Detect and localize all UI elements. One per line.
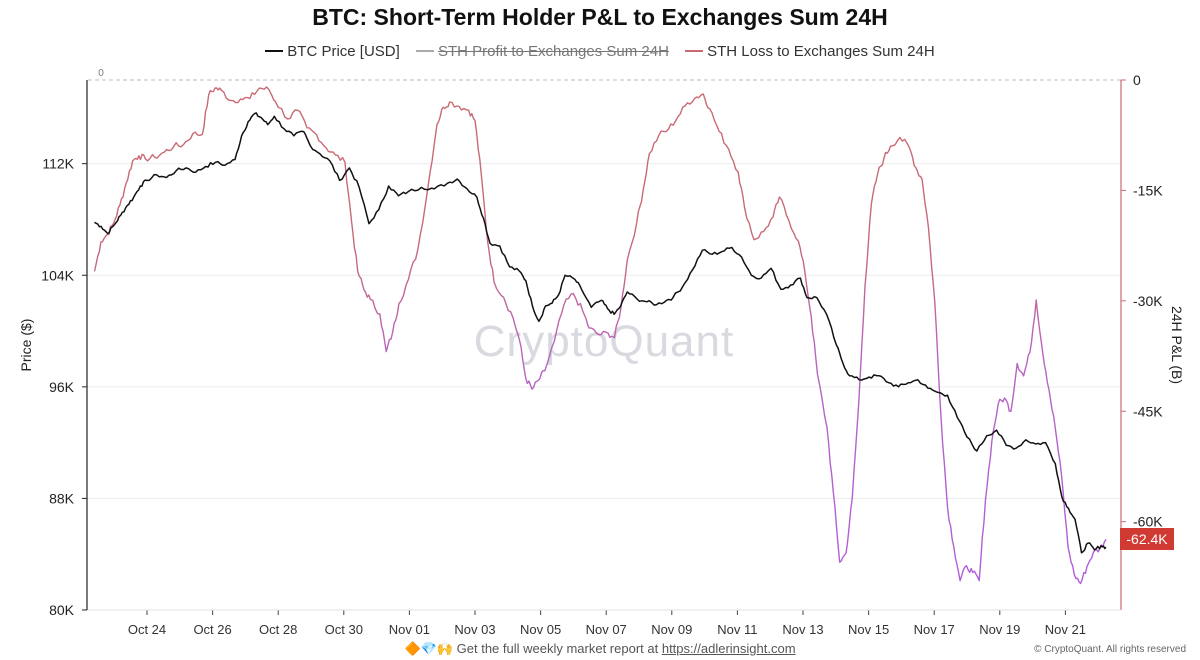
current-value-badge: -62.4K	[1120, 528, 1174, 550]
x-tick-label: Nov 19	[979, 622, 1020, 637]
right-tick-label: -60K	[1133, 514, 1163, 530]
x-tick-label: Nov 15	[848, 622, 889, 637]
left-tick-label: 112K	[42, 156, 74, 172]
x-tick-label: Nov 09	[651, 622, 692, 637]
x-tick-label: Oct 26	[193, 622, 231, 637]
right-axis-title: 24H P&L (B)	[1169, 306, 1185, 384]
grid-lines	[88, 163, 1121, 499]
x-tick-label: Oct 30	[325, 622, 363, 637]
legend-item-sth-loss[interactable]: STH Loss to Exchanges Sum 24H	[685, 43, 935, 60]
x-tick-label: Nov 03	[454, 622, 495, 637]
right-tick-label: 0	[1133, 72, 1141, 88]
footer-emoji: 🔶💎🙌	[404, 641, 454, 656]
left-tick-label: 88K	[49, 490, 75, 506]
x-tick-label: Nov 17	[914, 622, 955, 637]
legend-label-btc-price: BTC Price [USD]	[287, 43, 400, 60]
legend-swatch-btc-price	[265, 50, 284, 53]
x-tick-label: Nov 05	[520, 622, 561, 637]
legend-swatch-sth-profit	[415, 50, 434, 53]
left-axis-title: Price ($)	[18, 319, 34, 372]
x-tick-label: Nov 13	[782, 622, 823, 637]
left-tick-label: 96K	[49, 379, 75, 395]
left-axis-ticks: 112K 104K 96K 88K 80K	[41, 156, 87, 618]
x-tick-label: Oct 28	[259, 622, 297, 637]
zero-marker-label: 0	[98, 68, 104, 79]
right-tick-label: -30K	[1133, 293, 1163, 309]
series-sth-loss	[93, 86, 1107, 585]
chart-canvas: CryptoQuant 0 112K 104K 96K 88K 80K 0 -15K -30…	[18, 68, 1185, 637]
legend-swatch-sth-loss	[685, 50, 704, 53]
left-tick-label: 80K	[49, 602, 75, 618]
x-tick-label: Nov 01	[389, 622, 430, 637]
watermark: CryptoQuant	[474, 317, 734, 366]
legend-label-sth-loss: STH Loss to Exchanges Sum 24H	[707, 43, 935, 60]
copyright: © CryptoQuant. All rights reserved	[1034, 644, 1186, 655]
chart-legend: BTC Price [USD] STH Profit to Exchanges …	[0, 43, 1200, 60]
footer: 🔶💎🙌 Get the full weekly market report at…	[0, 641, 1200, 657]
x-tick-label: Oct 24	[128, 622, 166, 637]
series-btc-price	[94, 112, 1107, 554]
footer-text: Get the full weekly market report at	[453, 641, 662, 656]
x-axis-ticks: Oct 24 Oct 26 Oct 28 Oct 30 Nov 01 Nov 03 Nov …	[88, 609, 1121, 637]
right-axis-ticks: 0 -15K -30K -45K -60K	[1121, 72, 1163, 530]
footer-link[interactable]: https://adlerinsight.com	[661, 641, 796, 656]
right-tick-label: -45K	[1133, 403, 1163, 419]
x-tick-label: Nov 21	[1045, 622, 1086, 637]
left-tick-label: 104K	[41, 267, 74, 283]
current-value-label: -62.4K	[1126, 531, 1168, 547]
legend-item-btc-price[interactable]: BTC Price [USD]	[265, 43, 400, 60]
right-tick-label: -15K	[1133, 182, 1163, 198]
x-tick-label: Nov 11	[717, 622, 757, 637]
series-line	[93, 86, 1107, 585]
chart-title: BTC: Short-Term Holder P&L to Exchanges …	[312, 4, 888, 30]
series-line	[94, 112, 1107, 554]
legend-item-sth-profit[interactable]: STH Profit to Exchanges Sum 24H	[415, 43, 669, 60]
x-tick-label: Nov 07	[586, 622, 627, 637]
legend-label-sth-profit: STH Profit to Exchanges Sum 24H	[437, 43, 669, 60]
